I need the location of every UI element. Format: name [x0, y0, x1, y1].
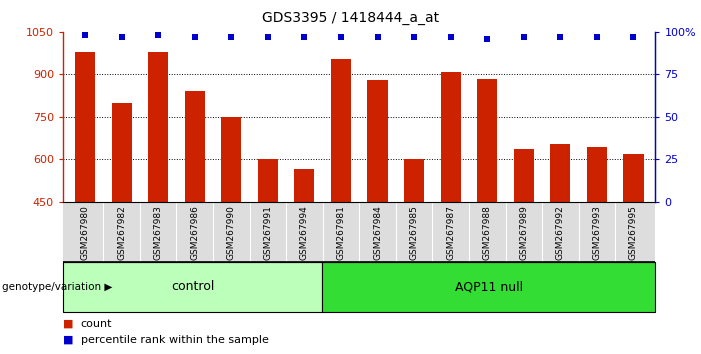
Text: genotype/variation ▶: genotype/variation ▶ — [2, 282, 112, 292]
Text: GSM267984: GSM267984 — [373, 205, 382, 259]
Bar — [148, 52, 168, 202]
Point — [226, 34, 237, 40]
Bar — [550, 144, 571, 202]
Text: GSM267982: GSM267982 — [117, 205, 126, 259]
Text: GSM267983: GSM267983 — [154, 205, 163, 260]
Bar — [322, 262, 655, 312]
Point — [299, 34, 310, 40]
Point — [409, 34, 420, 40]
Point — [262, 34, 273, 40]
Text: GSM267986: GSM267986 — [190, 205, 199, 260]
Bar — [367, 80, 388, 202]
Bar — [441, 72, 461, 202]
Text: GSM267994: GSM267994 — [300, 205, 309, 259]
Text: GSM267993: GSM267993 — [592, 205, 601, 260]
Point — [153, 33, 164, 38]
Bar — [111, 103, 132, 202]
Bar — [258, 159, 278, 202]
Text: GSM267987: GSM267987 — [446, 205, 455, 260]
Point — [518, 34, 529, 40]
Text: ■: ■ — [63, 319, 74, 329]
Bar — [75, 52, 95, 202]
Point — [335, 34, 346, 40]
Text: GSM267980: GSM267980 — [81, 205, 90, 260]
Text: GSM267995: GSM267995 — [629, 205, 638, 260]
Text: ■: ■ — [63, 335, 74, 345]
Bar — [184, 91, 205, 202]
Point — [116, 34, 127, 40]
Point — [372, 34, 383, 40]
Point — [79, 33, 90, 38]
Text: percentile rank within the sample: percentile rank within the sample — [81, 335, 268, 345]
Point — [482, 36, 493, 41]
Text: AQP11 null: AQP11 null — [455, 280, 523, 293]
Bar — [294, 169, 315, 202]
Text: GSM267992: GSM267992 — [556, 205, 565, 259]
Bar — [404, 159, 424, 202]
Text: GSM267990: GSM267990 — [227, 205, 236, 260]
Text: GSM267985: GSM267985 — [409, 205, 418, 260]
Text: GSM267981: GSM267981 — [336, 205, 346, 260]
Bar — [514, 149, 534, 202]
Bar — [222, 117, 241, 202]
Text: GSM267988: GSM267988 — [483, 205, 491, 260]
Bar — [63, 262, 322, 312]
Point — [592, 34, 603, 40]
Point — [445, 34, 456, 40]
Point — [554, 34, 566, 40]
Text: count: count — [81, 319, 112, 329]
Bar — [623, 154, 644, 202]
Point — [628, 34, 639, 40]
Bar — [587, 147, 607, 202]
Bar — [331, 59, 351, 202]
Text: control: control — [171, 280, 215, 293]
Text: GSM267991: GSM267991 — [264, 205, 273, 260]
Text: GSM267989: GSM267989 — [519, 205, 529, 260]
Text: GDS3395 / 1418444_a_at: GDS3395 / 1418444_a_at — [262, 11, 439, 25]
Bar — [477, 79, 497, 202]
Point — [189, 34, 200, 40]
